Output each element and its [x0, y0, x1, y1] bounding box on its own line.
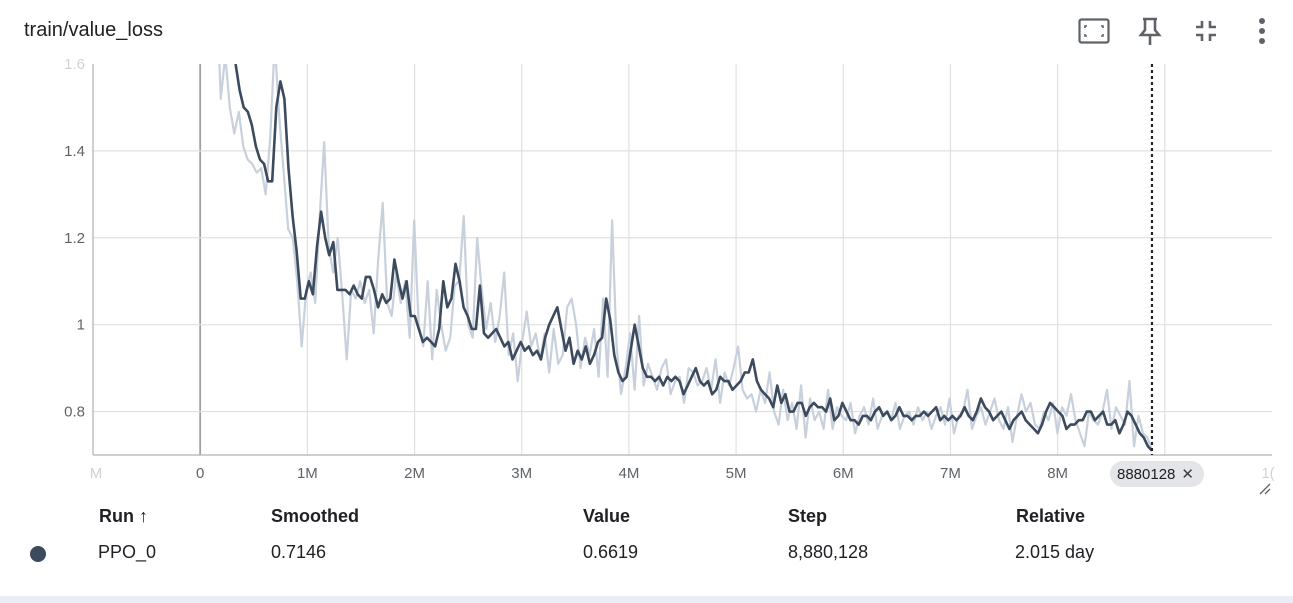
y-tick-label: 1 — [77, 317, 85, 334]
x-tick-label: M — [90, 465, 103, 482]
fit-domain-button[interactable] — [1077, 14, 1111, 48]
fit-domain-icon — [1078, 18, 1110, 44]
x-tick-label: 7M — [940, 465, 961, 482]
collapse-icon — [1196, 21, 1216, 41]
more-vert-icon — [1259, 18, 1265, 44]
smoothed-column-header[interactable]: Smoothed — [271, 506, 359, 526]
line-chart[interactable]: 0 1M 2M 3M 4M 5M 6M 7M 8M M 1( 1.4 1.2 1 0.8 1.6 — [0, 0, 1293, 500]
x-tick-label: 0 — [196, 465, 204, 482]
step-value: 8,880,128 — [788, 542, 869, 562]
x-tick-label: 5M — [726, 465, 747, 482]
y-tick-label: 1.4 — [64, 143, 85, 160]
close-icon[interactable]: ✕ — [1181, 466, 1194, 483]
card-toolbar — [1077, 14, 1279, 48]
x-tick-label: 2M — [404, 465, 425, 482]
raw-series-line — [218, 64, 1154, 452]
y-tick-label: 0.8 — [64, 404, 85, 421]
x-tick-label: 6M — [833, 465, 854, 482]
x-tick-label: 8M — [1047, 465, 1068, 482]
hover-step-label: 8880128 — [1117, 465, 1176, 483]
value-column-header[interactable]: Value — [583, 506, 631, 526]
run-name: PPO_0 — [98, 542, 157, 562]
y-tick-label: 1.2 — [64, 230, 85, 247]
relative-value: 2.015 day — [1015, 542, 1095, 562]
smoothed-value: 0.7146 — [271, 542, 327, 562]
x-tick-label: 4M — [618, 465, 639, 482]
x-tick-label: 1M — [297, 465, 318, 482]
run-column-header[interactable]: Run ↑ — [99, 506, 148, 526]
pin-button[interactable] — [1133, 14, 1167, 48]
step-column-header[interactable]: Step — [788, 506, 828, 526]
x-tick-label: 3M — [511, 465, 532, 482]
relative-column-header[interactable]: Relative — [1016, 506, 1086, 526]
run-color-dot — [30, 546, 46, 562]
x-tick-label: 1( — [1261, 465, 1274, 482]
hover-step-chip[interactable]: 8880128 ✕ — [1110, 461, 1204, 487]
collapse-button[interactable] — [1189, 14, 1223, 48]
card-title: train/value_loss — [24, 19, 163, 41]
raw-value: 0.6619 — [583, 542, 639, 562]
pin-icon — [1138, 17, 1162, 45]
resize-handle-icon[interactable] — [1258, 482, 1272, 496]
y-tick-label: 1.6 — [64, 56, 85, 73]
more-options-button[interactable] — [1245, 14, 1279, 48]
smoothed-series-line — [234, 64, 1153, 452]
